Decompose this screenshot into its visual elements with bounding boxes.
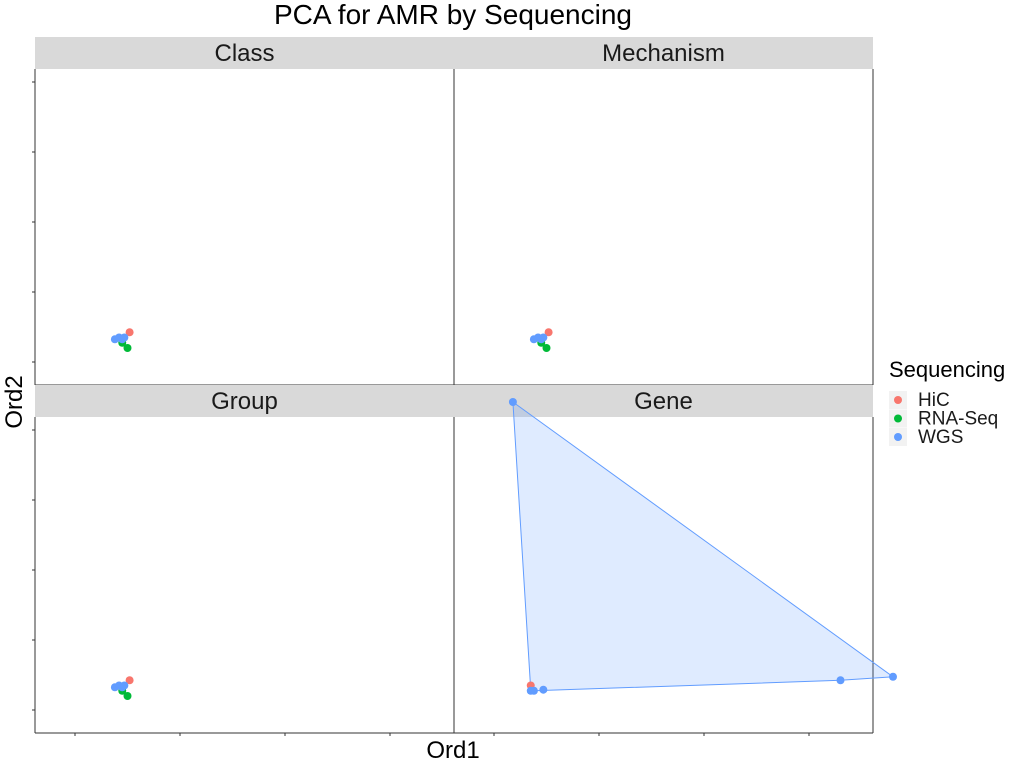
facet-panel-class: Class (32, 37, 454, 386)
legend-key-rna-seq (894, 414, 902, 423)
legend-label: HiC (918, 390, 950, 411)
legend-key-hic (894, 396, 902, 404)
data-point-wgs (889, 672, 897, 681)
legend-key-wgs (894, 433, 902, 441)
y-axis-label: Ord2 (1, 375, 28, 428)
facets-group: Class Mechanism Group Gene (32, 37, 897, 736)
legend-label: WGS (918, 427, 963, 448)
facet-strip (35, 385, 454, 417)
facet-strip (454, 37, 873, 69)
data-point-rna-seq (123, 344, 132, 352)
data-point-hic (125, 676, 134, 685)
plot-area (454, 69, 873, 385)
facet-strip (35, 37, 454, 69)
data-point-rna-seq (542, 344, 551, 352)
facet-strip (454, 385, 873, 417)
data-point-wgs (120, 333, 129, 342)
facet-strip-label: Mechanism (602, 40, 725, 67)
facet-strip-label: Group (211, 388, 278, 415)
data-point-hic (544, 328, 553, 337)
facet-panel-group: Group (32, 385, 454, 736)
data-point-wgs (539, 685, 548, 694)
legend-title: Sequencing (889, 357, 1005, 382)
x-axis-label: Ord1 (426, 737, 479, 764)
data-point-wgs (539, 333, 548, 342)
facet-strip-label: Gene (634, 388, 693, 415)
data-point-wgs (836, 676, 845, 685)
data-point-wgs (508, 398, 517, 406)
facet-panel-mechanism: Mechanism (453, 37, 874, 386)
facet-panel-gene: Gene (453, 385, 897, 736)
data-point-rna-seq (123, 692, 132, 700)
data-point-hic (125, 328, 134, 337)
facet-strip-label: Class (214, 40, 274, 67)
data-point-wgs (529, 686, 538, 695)
plot-area (35, 69, 454, 385)
data-point-wgs (120, 681, 129, 690)
plot-area (35, 417, 454, 733)
chart-title: PCA for AMR by Sequencing (274, 0, 632, 30)
legend-label: RNA-Seq (918, 409, 998, 430)
wgs-hull-polygon (512, 400, 895, 692)
